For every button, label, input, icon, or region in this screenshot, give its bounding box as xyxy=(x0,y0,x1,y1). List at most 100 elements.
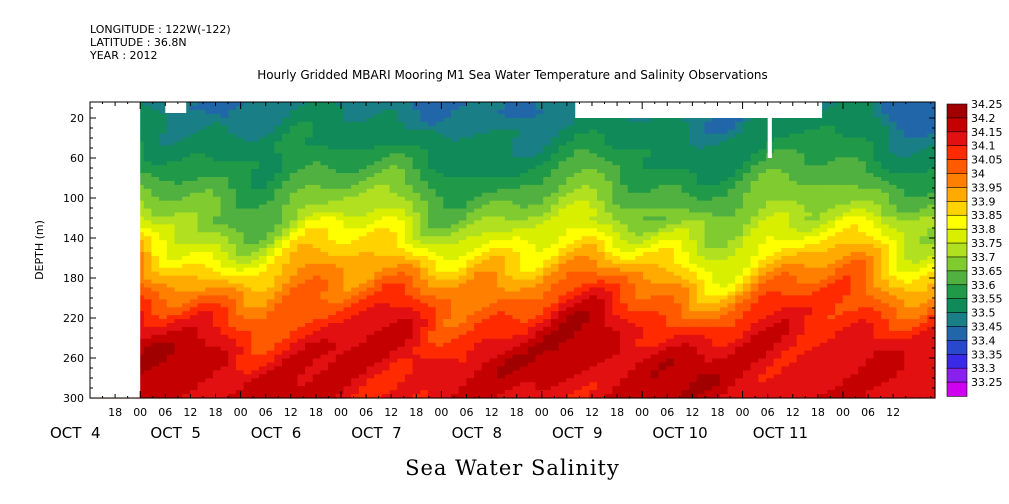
heatmap-cell xyxy=(297,125,306,131)
heatmap-cell xyxy=(351,208,360,214)
heatmap-cell xyxy=(320,141,329,147)
heatmap-cell xyxy=(566,374,575,379)
heatmap-cell xyxy=(366,145,375,150)
heatmap-cell xyxy=(489,180,498,186)
heatmap-cell xyxy=(527,220,537,225)
heatmap-cell xyxy=(320,137,329,143)
heatmap-cell xyxy=(527,311,537,316)
heatmap-cell xyxy=(389,259,398,265)
heatmap-cell xyxy=(466,307,475,312)
heatmap-cell xyxy=(136,382,145,387)
heatmap-cell xyxy=(404,350,414,356)
heatmap-cell xyxy=(174,311,183,316)
heatmap-cell xyxy=(404,216,414,221)
heatmap-cell xyxy=(435,307,444,312)
heatmap-cell xyxy=(381,279,391,285)
heatmap-cell xyxy=(351,271,360,277)
heatmap-cell xyxy=(573,240,583,245)
heatmap-cell xyxy=(489,145,498,150)
heatmap-cell xyxy=(220,295,229,300)
heatmap-cell xyxy=(136,323,145,328)
heatmap-cell xyxy=(305,200,314,206)
heatmap-cell xyxy=(527,307,537,312)
heatmap-cell xyxy=(527,267,537,273)
heatmap-cell xyxy=(550,240,560,245)
heatmap-cell xyxy=(374,133,383,139)
heatmap-cell xyxy=(535,141,544,147)
heatmap-cell xyxy=(381,326,391,332)
heatmap-cell xyxy=(289,374,299,379)
heatmap-cell xyxy=(466,311,475,316)
heatmap-cell xyxy=(351,382,360,387)
heatmap-cell xyxy=(182,311,191,316)
heatmap-cell xyxy=(543,271,552,277)
heatmap-cell xyxy=(474,319,483,324)
heatmap-cell xyxy=(151,188,160,194)
heatmap-cell xyxy=(282,165,291,170)
heatmap-cell xyxy=(397,374,406,379)
heatmap-cell xyxy=(166,180,176,186)
heatmap-cell xyxy=(566,342,575,348)
heatmap-cell xyxy=(174,200,183,206)
heatmap-cell xyxy=(143,113,153,119)
heatmap-cell xyxy=(274,102,283,107)
heatmap-cell xyxy=(428,386,437,391)
heatmap-cell xyxy=(397,125,406,131)
heatmap-cell xyxy=(282,382,291,387)
heatmap-cell xyxy=(343,283,352,289)
heatmap-cell xyxy=(589,307,598,312)
heatmap-cell xyxy=(220,319,229,324)
heatmap-cell xyxy=(305,386,314,391)
heatmap-cell xyxy=(182,117,191,123)
heatmap-cell xyxy=(404,366,414,371)
heatmap-cell xyxy=(581,200,590,206)
heatmap-cell xyxy=(466,212,475,218)
heatmap-cell xyxy=(466,275,475,281)
heatmap-cell xyxy=(404,125,414,131)
heatmap-cell xyxy=(543,125,552,131)
heatmap-cell xyxy=(343,212,352,218)
heatmap-cell xyxy=(312,251,322,257)
heatmap-cell xyxy=(305,224,314,229)
heatmap-cell xyxy=(251,196,260,202)
heatmap-cell xyxy=(451,307,460,312)
heatmap-cell xyxy=(474,196,483,202)
heatmap-cell xyxy=(466,323,475,328)
heatmap-cell xyxy=(274,279,283,285)
heatmap-cell xyxy=(381,303,391,308)
heatmap-cell xyxy=(274,216,283,221)
heatmap-cell xyxy=(143,180,153,186)
heatmap-cell xyxy=(504,208,514,214)
heatmap-cell xyxy=(389,370,398,375)
heatmap-cell xyxy=(481,299,491,304)
heatmap-cell xyxy=(428,165,437,170)
heatmap-cell xyxy=(458,386,468,391)
heatmap-cell xyxy=(412,228,421,233)
heatmap-cell xyxy=(189,137,199,143)
heatmap-cell xyxy=(289,283,299,289)
heatmap-cell xyxy=(566,311,575,316)
heatmap-cell xyxy=(174,350,183,356)
heatmap-cell xyxy=(443,228,452,233)
heatmap-cell xyxy=(143,299,153,304)
heatmap-cell xyxy=(435,204,444,210)
heatmap-cell xyxy=(220,330,229,336)
heatmap-cell xyxy=(212,330,222,336)
heatmap-cell xyxy=(497,153,506,158)
heatmap-cell xyxy=(458,354,468,360)
heatmap-cell xyxy=(259,346,268,352)
heatmap-cell xyxy=(558,267,567,273)
heatmap-cell xyxy=(358,228,368,233)
heatmap-cell xyxy=(458,244,468,249)
heatmap-cell xyxy=(197,216,206,221)
heatmap-cell xyxy=(527,390,537,395)
heatmap-cell xyxy=(243,153,252,158)
heatmap-cell xyxy=(189,141,199,147)
heatmap-cell xyxy=(527,165,537,170)
heatmap-cell xyxy=(451,157,460,162)
heatmap-cell xyxy=(228,109,237,115)
heatmap-cell xyxy=(351,267,360,273)
heatmap-cell xyxy=(259,216,268,221)
heatmap-cell xyxy=(497,248,506,253)
heatmap-cell xyxy=(358,263,368,269)
